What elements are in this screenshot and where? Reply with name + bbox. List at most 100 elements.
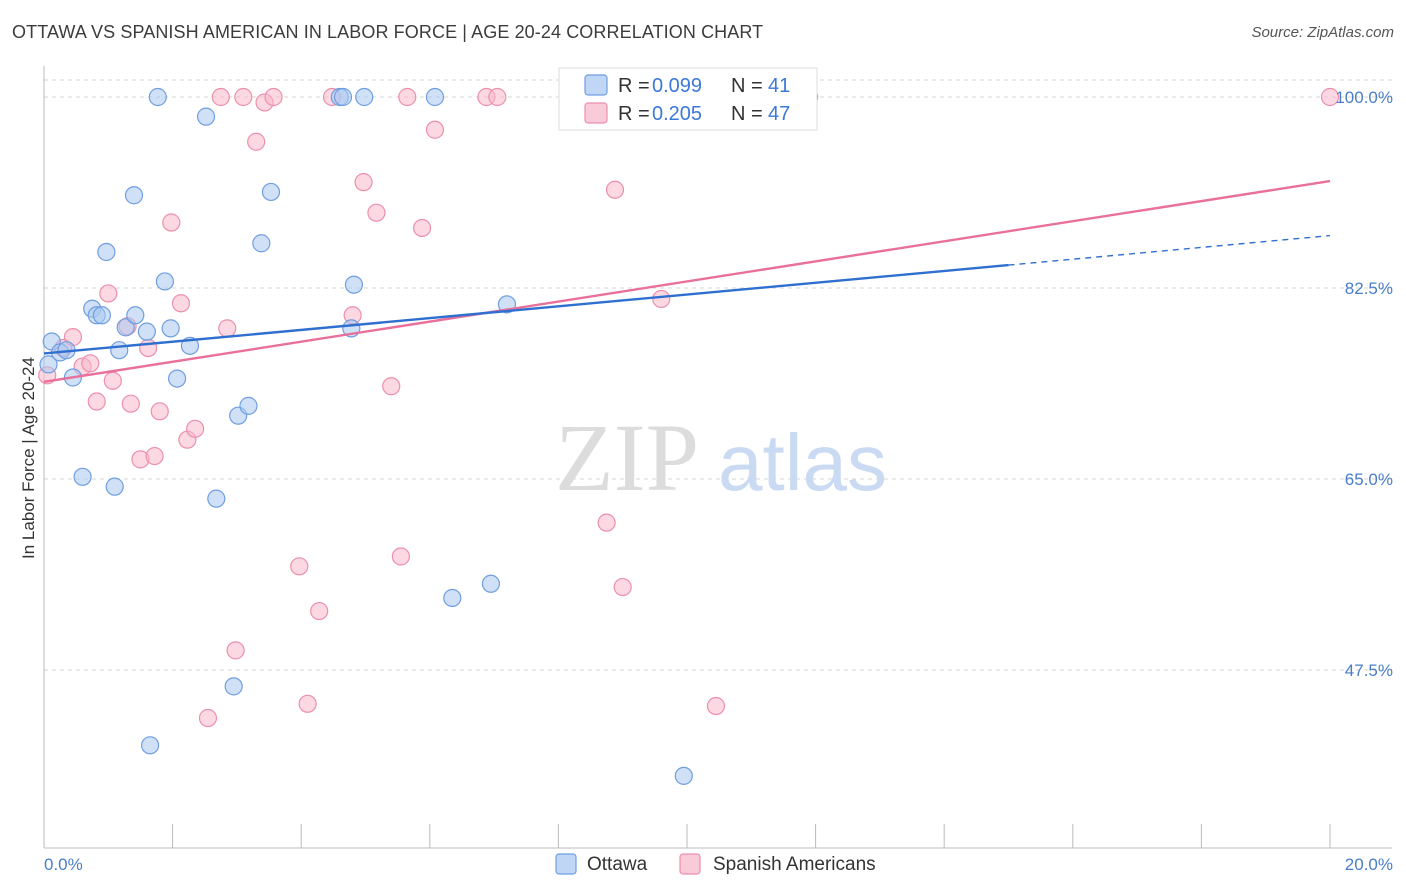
legend-ottawa-r-value: 0.099 (652, 75, 702, 97)
ottawa-point (92, 306, 111, 325)
spanish-point (81, 354, 100, 373)
ottawa-point (105, 477, 124, 496)
spanish-point (298, 694, 317, 713)
spanish-point (247, 132, 266, 151)
ottawa-point (333, 87, 353, 107)
ottawa-point (207, 489, 226, 508)
x-tick-labels: 0.0% 20.0% (44, 855, 1393, 874)
y-axis-title: In Labor Force | Age 20-24 (19, 357, 38, 559)
spanish-point (290, 557, 309, 576)
x-tick-label: 0.0% (44, 855, 83, 874)
y-tick-label: 47.5% (1345, 661, 1393, 680)
legend-ottawa-n-value: 41 (768, 75, 790, 97)
spanish-point (605, 180, 625, 199)
bottom-legend-ottawa-swatch (555, 853, 577, 875)
ottawa-point (344, 275, 364, 294)
spanish-point (1320, 87, 1340, 107)
spanish-point (382, 377, 401, 396)
ottawa-point (168, 369, 187, 388)
bottom-legend-spanish-label: Spanish Americans (713, 854, 876, 875)
spanish-point (391, 547, 410, 566)
legend-spanish-swatch (584, 102, 608, 124)
watermark-zip: ZIP (555, 404, 699, 511)
legend-spanish-n-label: N = (731, 103, 763, 125)
y-tick-label: 82.5% (1345, 279, 1393, 298)
legend: R = 0.099 N = 41 R = 0.205 N = 47 (558, 67, 818, 131)
legend-spanish-n-value: 47 (768, 103, 790, 125)
y-tick-label: 100.0% (1335, 88, 1393, 107)
legend-ottawa-n-label: N = (731, 75, 763, 97)
spanish-point (234, 87, 253, 107)
ottawa-point (355, 87, 374, 107)
ottawa-point (148, 87, 167, 107)
ottawa-point (116, 318, 135, 337)
spanish-point (218, 319, 237, 338)
spanish-point (425, 120, 445, 139)
legend-ottawa-r-label: R = (618, 75, 650, 97)
watermark: ZIP atlas (555, 404, 887, 511)
ottawa-point (97, 242, 116, 262)
spanish-point (310, 601, 329, 621)
legend-ottawa-swatch (584, 74, 608, 96)
spanish-point (186, 419, 205, 438)
spanish-point (226, 641, 245, 660)
ottawa-point (481, 574, 500, 593)
spanish-point (367, 203, 386, 222)
axes (43, 66, 1392, 849)
ottawa-trend-line (43, 263, 1009, 355)
spanish-point (613, 577, 632, 597)
spanish-point (398, 87, 417, 107)
spanish-point (211, 87, 230, 107)
spanish-point (87, 392, 106, 411)
ottawa-point (239, 396, 258, 415)
ottawa-point (443, 588, 462, 608)
ottawa-point (161, 319, 180, 338)
y-tick-labels: 100.0% 82.5% 65.0% 47.5% (1335, 88, 1393, 680)
ottawa-point (196, 107, 216, 126)
spanish-point (706, 696, 726, 716)
ottawa-point (110, 341, 129, 360)
spanish-point (162, 213, 181, 232)
bottom-legend-ottawa-label: Ottawa (587, 854, 648, 875)
legend-spanish-r-label: R = (618, 103, 650, 125)
spanish-point (99, 284, 118, 303)
y-tick-label: 65.0% (1345, 470, 1393, 489)
ottawa-point (124, 186, 144, 205)
bottom-legend: Ottawa Spanish Americans (555, 853, 876, 875)
spanish-point (139, 338, 158, 358)
watermark-atlas: atlas (718, 418, 887, 507)
ottawa-point (224, 677, 243, 696)
spanish-point (264, 87, 283, 107)
spanish-trend-line (43, 179, 1331, 384)
spanish-point (198, 708, 218, 728)
ottawa-points (39, 87, 819, 785)
spanish-point (145, 446, 164, 466)
bottom-legend-spanish-swatch (679, 853, 701, 875)
x-tick-label: 20.0% (1345, 855, 1393, 874)
legend-spanish-r-value: 0.205 (652, 103, 702, 125)
ottawa-point (155, 272, 174, 291)
spanish-point (171, 294, 191, 313)
spanish-point (597, 513, 616, 532)
ottawa-point (137, 322, 156, 341)
ottawa-point (674, 766, 693, 785)
spanish-point (121, 394, 140, 413)
chart-title: OTTAWA VS SPANISH AMERICAN IN LABOR FORC… (12, 22, 764, 42)
ottawa-point (126, 306, 145, 325)
spanish-point (354, 173, 373, 192)
ottawa-point (73, 467, 92, 486)
ottawa-point (425, 87, 445, 107)
trend-lines (43, 179, 1331, 384)
spanish-point (103, 371, 122, 390)
spanish-point (150, 402, 169, 421)
spanish-point (488, 87, 507, 107)
gridlines (44, 79, 1392, 671)
ottawa-trend-extension (1008, 234, 1331, 266)
ottawa-point (140, 736, 160, 755)
ottawa-point (252, 234, 271, 253)
ottawa-point (39, 355, 58, 374)
spanish-point (412, 218, 432, 238)
spanish-point (652, 289, 671, 309)
ottawa-point (261, 182, 281, 202)
